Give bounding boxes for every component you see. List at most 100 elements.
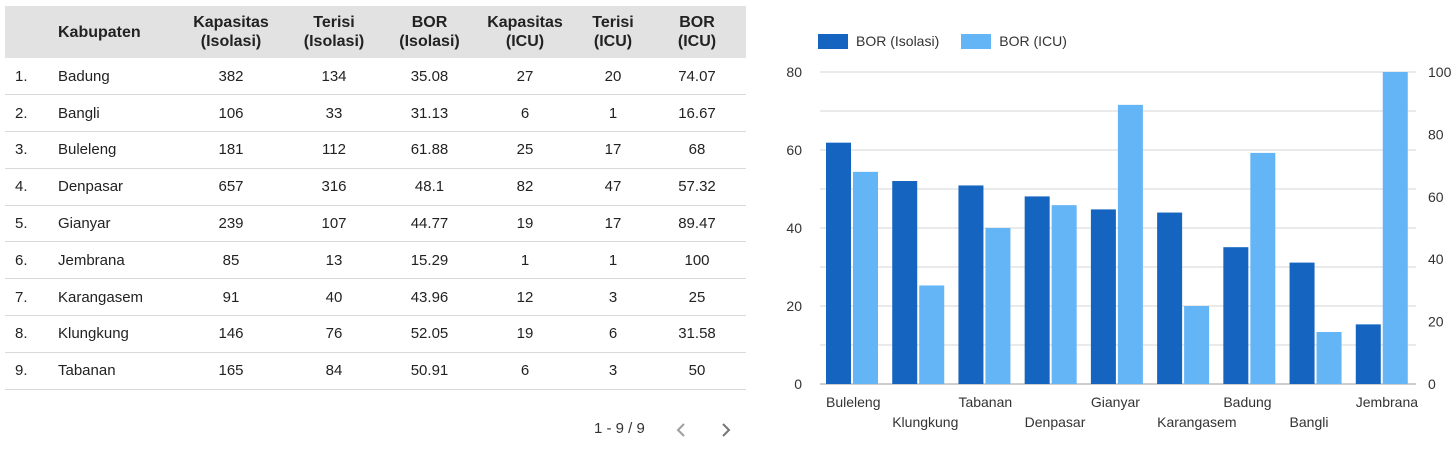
x-category-label: Bangli (1290, 414, 1329, 430)
bar-isolasi (1157, 212, 1183, 384)
cell-bor-isolasi: 15.29 (410, 251, 449, 269)
cell-bor-isolasi: 31.13 (410, 104, 449, 122)
bar-isolasi (1090, 209, 1116, 384)
table-body: 1. Badung 382 134 35.08 27 20 74.07 2. Bangli 106 3… (5, 58, 746, 390)
y-right-tick-label: 100 (1428, 64, 1452, 80)
cell-kabupaten: Karangasem (58, 288, 144, 306)
y-right-tick-label: 80 (1428, 126, 1444, 142)
cell-kapasitas-isolasi: 239 (218, 215, 244, 233)
cell-bor-icu: 68 (688, 141, 706, 159)
cell-bor-icu: 74.07 (678, 67, 716, 85)
bar-isolasi (1355, 324, 1381, 384)
legend-swatch-isolasi (818, 33, 848, 49)
cell-terisi-icu: 20 (604, 67, 622, 85)
cell-kapasitas-icu: 19 (516, 215, 534, 233)
cell-terisi-icu: 17 (604, 141, 622, 159)
data-table-container: Kabupaten Kapasitas (Isolasi) Terisi (Isol… (5, 6, 746, 390)
table-row[interactable]: 9. Tabanan 165 84 50.91 6 3 50 (5, 352, 746, 390)
cell-terisi-icu: 47 (604, 178, 622, 196)
bar-isolasi (826, 142, 851, 384)
next-page-button[interactable] (716, 418, 736, 442)
table-header-row: Kabupaten Kapasitas (Isolasi) Terisi (Isol… (5, 6, 746, 58)
cell-terisi-isolasi: 33 (325, 104, 343, 122)
legend-item-isolasi[interactable]: BOR (Isolasi) (818, 33, 939, 49)
cell-bor-isolasi: 43.96 (410, 288, 449, 306)
cell-kabupaten: Tabanan (58, 362, 116, 380)
cell-kapasitas-icu: 27 (516, 67, 534, 85)
cell-terisi-isolasi: 40 (325, 288, 343, 306)
table-row[interactable]: 3. Buleleng 181 112 61.88 25 17 68 (5, 132, 746, 169)
chevron-left-icon (676, 423, 685, 437)
chevron-right-icon (722, 423, 731, 437)
cell-kapasitas-icu: 82 (516, 178, 534, 196)
header-terisi-isolasi[interactable]: Terisi (Isolasi) (303, 14, 365, 50)
cell-kabupaten: Jembrana (58, 251, 125, 269)
cell-index: 4. (15, 178, 28, 196)
cell-kabupaten: Bangli (58, 104, 100, 122)
cell-index: 2. (15, 104, 28, 122)
legend-label-isolasi: BOR (Isolasi) (856, 33, 940, 49)
table-row[interactable]: 4. Denpasar 657 316 48.1 82 47 57.32 (5, 168, 746, 206)
header-kapasitas-icu[interactable]: Kapasitas (ICU) (487, 14, 563, 50)
bar-isolasi (958, 185, 984, 384)
y-right-tick-label: 60 (1428, 189, 1444, 205)
y-right-tick-label: 20 (1428, 314, 1444, 330)
x-category-label: Badung (1223, 394, 1271, 410)
table-row[interactable]: 7. Karangasem 91 40 43.96 12 3 25 (5, 279, 746, 316)
y-right-tick-label: 40 (1428, 251, 1444, 267)
header-kapasitas-isolasi[interactable]: Kapasitas (Isolasi) (193, 14, 269, 50)
cell-kabupaten: Buleleng (58, 141, 117, 159)
table-row[interactable]: 5. Gianyar 239 107 44.77 19 17 89.47 (5, 205, 746, 242)
x-category-label: Gianyar (1091, 394, 1140, 410)
cell-bor-icu: 89.47 (678, 215, 716, 233)
cell-kabupaten: Denpasar (58, 178, 124, 196)
header-bor-icu[interactable]: BOR (ICU) (677, 14, 717, 50)
table-row[interactable]: 1. Badung 382 134 35.08 27 20 74.07 (5, 58, 746, 95)
bar-icu (1117, 104, 1143, 384)
header-bor-isolasi[interactable]: BOR (Isolasi) (399, 14, 460, 50)
cell-terisi-icu: 3 (608, 362, 618, 380)
cell-kabupaten: Gianyar (58, 215, 111, 233)
cell-bor-isolasi: 35.08 (410, 67, 449, 85)
cell-kapasitas-icu: 25 (516, 141, 534, 159)
bar-icu (919, 285, 945, 384)
y-left-tick-label: 20 (786, 298, 802, 314)
cell-kapasitas-isolasi: 91 (222, 288, 240, 306)
x-category-label: Jembrana (1356, 394, 1418, 410)
cell-bor-isolasi: 61.88 (410, 141, 449, 159)
prev-page-button[interactable] (671, 418, 691, 442)
cell-index: 6. (15, 251, 28, 269)
cell-kapasitas-icu: 12 (516, 288, 534, 306)
cell-terisi-icu: 17 (604, 215, 622, 233)
cell-bor-isolasi: 44.77 (410, 215, 449, 233)
cell-bor-icu: 50 (688, 362, 706, 380)
x-category-label: Klungkung (892, 414, 958, 430)
cell-kapasitas-isolasi: 181 (218, 141, 244, 159)
cell-bor-icu: 57.32 (678, 178, 716, 196)
cell-terisi-icu: 1 (608, 251, 618, 269)
y-right-tick-label: 0 (1428, 376, 1436, 392)
cell-bor-icu: 16.67 (678, 104, 716, 122)
y-left-tick-label: 40 (786, 220, 802, 236)
cell-kapasitas-icu: 6 (520, 104, 530, 122)
cell-bor-icu: 31.58 (678, 325, 716, 343)
cell-bor-icu: 100 (684, 251, 710, 269)
header-terisi-icu[interactable]: Terisi (ICU) (592, 14, 634, 50)
table-row[interactable]: 2. Bangli 106 33 31.13 6 1 16.67 (5, 95, 746, 132)
cell-terisi-icu: 1 (608, 104, 618, 122)
cell-index: 3. (15, 141, 28, 159)
bar-icu (1382, 72, 1408, 384)
header-kabupaten[interactable]: Kabupaten (58, 23, 141, 41)
cell-bor-icu: 25 (688, 288, 706, 306)
legend-item-icu[interactable]: BOR (ICU) (961, 33, 1067, 49)
header-index (5, 6, 48, 58)
bar-icu (1250, 152, 1276, 384)
bar-isolasi (892, 181, 918, 384)
table-row[interactable]: 6. Jembrana 85 13 15.29 1 1 100 (5, 242, 746, 279)
bar-isolasi (1024, 196, 1050, 384)
cell-terisi-icu: 3 (608, 288, 618, 306)
bar-isolasi (1223, 247, 1249, 384)
cell-kapasitas-isolasi: 382 (218, 67, 244, 85)
table-row[interactable]: 8. Klungkung 146 76 52.05 19 6 31.58 (5, 316, 746, 353)
cell-kapasitas-icu: 19 (516, 325, 534, 343)
